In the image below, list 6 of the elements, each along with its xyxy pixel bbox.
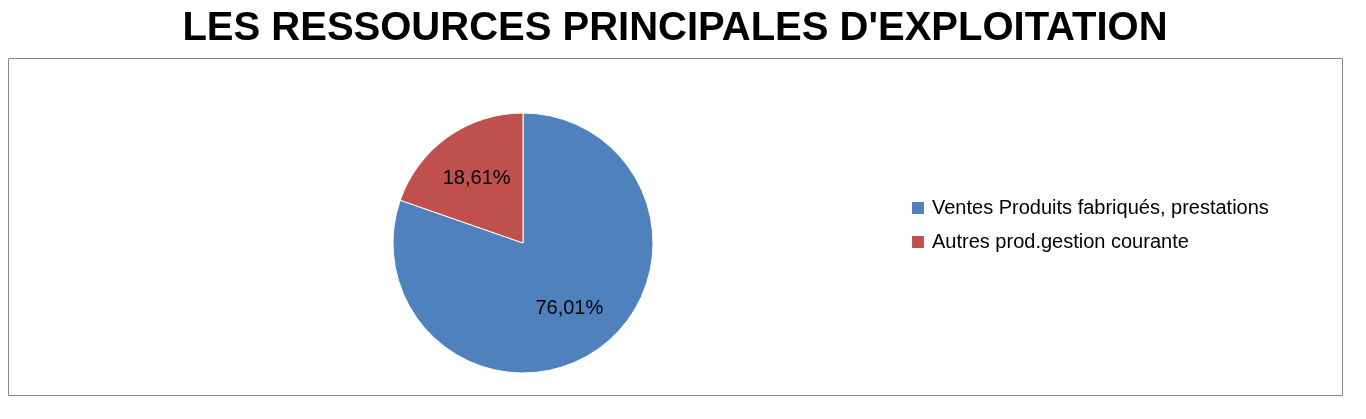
- chart-title: LES RESSOURCES PRINCIPALES D'EXPLOITATION: [182, 4, 1168, 48]
- data-label: 18,61%: [442, 165, 511, 188]
- pie-slice: [392, 112, 654, 374]
- data-label: 76,01%: [535, 296, 604, 319]
- legend-label: Ventes Produits fabriqués, prestations: [932, 196, 1269, 218]
- legend-label: Autres prod.gestion courante: [932, 230, 1189, 252]
